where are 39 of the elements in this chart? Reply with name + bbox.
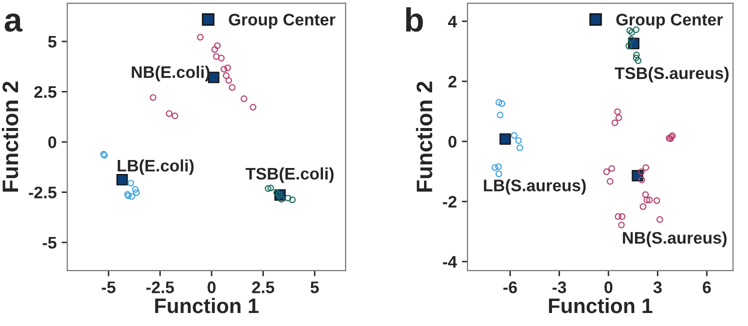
x-tick-label: 0 xyxy=(208,281,216,294)
x-tick-label: -5 xyxy=(102,282,116,294)
y-axis-title: Function 2 xyxy=(416,82,432,192)
y-tick-label: -4 xyxy=(442,256,457,268)
x-tick-label: 5 xyxy=(310,282,319,294)
y-tick-label: 0 xyxy=(48,136,56,148)
y-tick-label: -2.5 xyxy=(28,186,56,198)
x-axis-title: Function 1 xyxy=(549,298,652,314)
y-tick-label: 0 xyxy=(448,136,456,148)
point xyxy=(116,174,128,186)
point xyxy=(499,133,511,145)
x-tick-label: 2.5 xyxy=(252,281,274,294)
x-tick-label: -2.5 xyxy=(146,281,174,294)
annotation: NB(S.aureus) xyxy=(622,232,727,248)
point xyxy=(274,189,286,201)
x-tick-label: -6 xyxy=(503,281,517,294)
point xyxy=(628,38,640,50)
point xyxy=(632,170,644,182)
y-tick-label: 4 xyxy=(448,16,457,28)
chart-title: b xyxy=(406,7,423,32)
x-tick-label: 0 xyxy=(604,281,612,294)
annotation: TSB(S.aureus) xyxy=(614,66,729,82)
y-tick-label: 2 xyxy=(448,76,456,88)
x-tick-label: 3 xyxy=(653,281,662,294)
annotation: NB(E.coli) xyxy=(132,66,210,82)
annotation: LB(E.coli) xyxy=(118,159,194,175)
annotation: TSB(E.coli) xyxy=(246,167,334,183)
y-tick-label: -5 xyxy=(42,237,56,249)
legend-label: Group Center xyxy=(228,14,336,29)
y-tick-label: -2 xyxy=(442,196,456,208)
annotation: LB(S.aureus) xyxy=(484,179,586,195)
x-tick-label: -3 xyxy=(552,281,566,294)
x-axis-title: Function 1 xyxy=(155,298,259,314)
x-tick-label: 6 xyxy=(702,281,711,294)
y-tick-label: 2.5 xyxy=(34,86,56,98)
legend-label: Group Center xyxy=(616,14,723,29)
y-tick-label: 5 xyxy=(48,36,56,48)
chart-title: a xyxy=(4,14,22,32)
y-axis-title: Function 2 xyxy=(2,82,18,192)
